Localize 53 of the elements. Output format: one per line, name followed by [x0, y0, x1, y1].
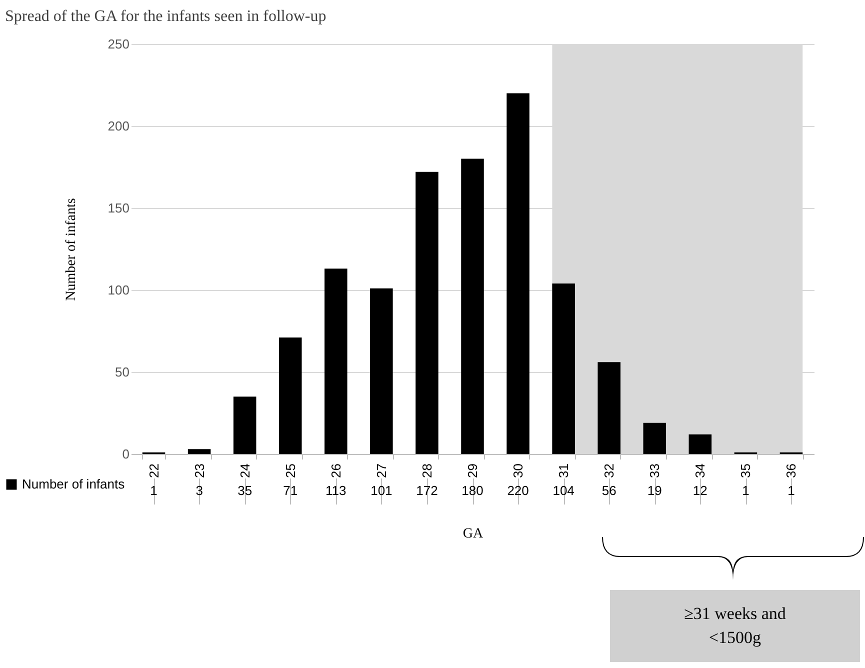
data-label: 104: [552, 483, 574, 498]
data-label: 1: [742, 483, 750, 498]
data-label: 3: [196, 483, 203, 498]
bar: [188, 449, 211, 454]
x-tick-label: 27: [374, 464, 389, 478]
bar: [324, 268, 348, 454]
y-tick-label: 200: [108, 118, 130, 134]
bar: [552, 283, 575, 454]
x-tick-label: 28: [419, 464, 434, 478]
x-tick-label: 35: [738, 464, 754, 478]
x-tick-label: 33: [647, 464, 662, 478]
bar: [643, 422, 666, 454]
bar: [506, 93, 530, 454]
data-label: 172: [416, 483, 438, 498]
y-tick-label: 250: [108, 36, 130, 52]
bar: [688, 434, 712, 454]
y-tick-label: 100: [108, 282, 130, 298]
bar: [278, 338, 302, 454]
bar: [233, 396, 256, 454]
x-tick-label: 30: [510, 464, 526, 478]
data-label: 12: [692, 483, 708, 498]
x-tick-label: 31: [556, 464, 572, 478]
x-tick-label: 26: [328, 464, 344, 478]
x-tick-label: 34: [692, 464, 708, 478]
data-label: 35: [238, 483, 252, 498]
data-label: 180: [462, 483, 484, 498]
y-tick-label: 0: [122, 446, 130, 462]
bar: [370, 288, 393, 454]
y-axis-title: Number of infants: [64, 198, 79, 301]
bar: [461, 158, 484, 454]
x-tick-label: 32: [602, 464, 617, 478]
x-tick-label: 29: [465, 464, 480, 478]
data-label: 19: [647, 483, 662, 498]
legend-label: Number of infants: [22, 476, 126, 492]
y-tick-label: 150: [108, 200, 130, 216]
data-label: 1: [150, 483, 158, 498]
y-tick-label: 50: [115, 364, 130, 380]
bar: [598, 362, 620, 454]
data-label: 56: [602, 483, 616, 498]
chart-title: Spread of the GA for the infants seen in follow-up: [5, 8, 326, 25]
x-tick-label: 23: [192, 464, 207, 478]
x-tick-label: 36: [784, 464, 799, 478]
x-tick-label: 24: [237, 464, 252, 478]
x-tick-label: 22: [146, 464, 162, 478]
bar: [416, 172, 438, 454]
text: ≥31 weeks and <1500g: [610, 590, 860, 662]
x-tick-label: 25: [282, 464, 298, 478]
data-label: 1: [788, 483, 795, 498]
data-label: 101: [370, 483, 392, 498]
data-label: 113: [326, 483, 346, 498]
data-label: 220: [507, 483, 529, 498]
data-label: 71: [283, 483, 298, 498]
x-axis-title: GA: [462, 526, 484, 542]
